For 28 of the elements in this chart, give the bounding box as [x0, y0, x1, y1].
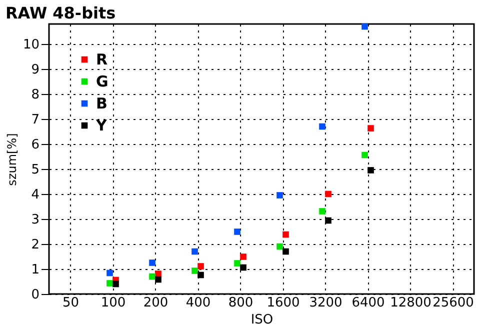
- y-tick-label: 9: [31, 62, 40, 78]
- y-tick-label: 8: [31, 88, 40, 102]
- x-tick-label: 12800: [390, 296, 432, 310]
- y-tick-label: 4: [31, 188, 40, 202]
- x-tick-label: 800: [228, 296, 254, 310]
- x-axis-title: ISO: [250, 312, 274, 328]
- x-tick-label: 3200: [309, 296, 342, 310]
- x-tick-label: 400: [186, 296, 211, 310]
- y-tick-label: 6: [31, 138, 40, 152]
- y-tick-label: 2: [31, 238, 40, 252]
- y-tick-label: 5: [31, 162, 40, 178]
- y-tick-label: 3: [31, 212, 40, 228]
- legend-label: B: [96, 94, 108, 112]
- x-tick-label: 25600: [432, 296, 474, 310]
- x-tick-label: 50: [62, 296, 80, 310]
- x-tick-label: 1600: [266, 296, 300, 310]
- y-tick-label: 0: [31, 288, 40, 302]
- y-tick-label: 10: [22, 38, 40, 52]
- legend-label: G: [96, 72, 108, 90]
- legend-label: Y: [95, 116, 108, 134]
- x-tick-label: 200: [143, 296, 168, 310]
- legend-label: R: [96, 50, 108, 68]
- y-tick-label: 7: [31, 112, 40, 128]
- x-tick-label: 100: [100, 296, 126, 310]
- x-tick-label: 6400: [352, 296, 385, 310]
- chart-title: RAW 48-bits: [5, 3, 116, 22]
- y-axis-title: szum[%]: [4, 133, 19, 186]
- y-tick-label: 1: [31, 262, 40, 278]
